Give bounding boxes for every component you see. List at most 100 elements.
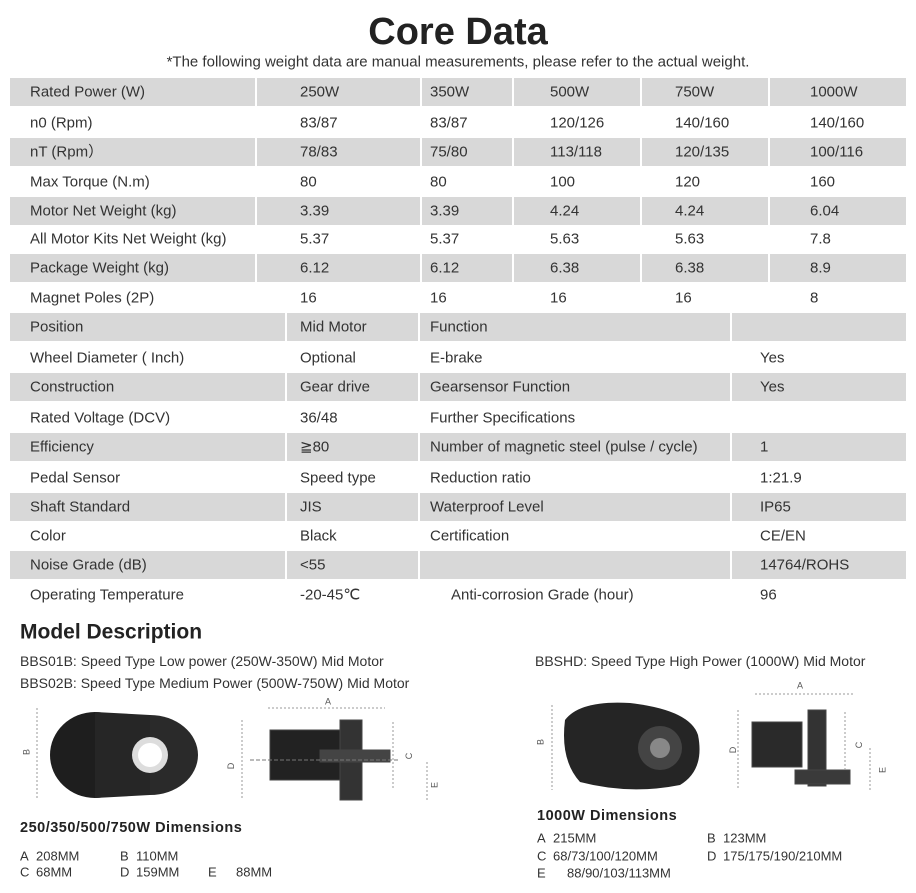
spec-label: Anti-corrosion Grade (hour): [451, 586, 634, 604]
row-shade: [10, 138, 255, 166]
cell-value: 7.8: [810, 230, 831, 248]
row-shade: [732, 373, 906, 401]
cell-value: 6.04: [810, 202, 840, 220]
row-shade: [420, 373, 730, 401]
cell-value: 120/135: [675, 143, 730, 161]
cell-value: 140/160: [675, 114, 730, 132]
row-shade: [10, 373, 285, 401]
drawing-label: C: [853, 741, 864, 749]
row-shade: [10, 433, 285, 461]
row-label: All Motor Kits Net Weight (kg): [30, 230, 227, 248]
spec-label: Wheel Diameter ( Inch): [30, 349, 185, 367]
dimension-letter: B: [120, 848, 129, 864]
section-heading: Model Description: [20, 620, 203, 644]
model-line: BBS01B: Speed Type Low power (250W-350W)…: [20, 653, 384, 669]
dimension-value: 68/73/100/120MM: [553, 848, 658, 864]
drawing-label: A: [797, 680, 804, 691]
dimension-value: 123MM: [723, 830, 767, 846]
cell-value: 16: [675, 289, 692, 307]
row-shade: [422, 138, 512, 166]
cell-value: 350W: [430, 83, 470, 101]
dimension-value: 88MM: [236, 864, 273, 880]
spec-value: Yes: [760, 349, 785, 367]
cell-value: 6.12: [430, 259, 460, 277]
row-shade: [420, 551, 730, 579]
spec-value: 36/48: [300, 409, 338, 427]
row-shade: [514, 138, 640, 166]
cell-value: 120: [675, 173, 701, 191]
cell-value: 3.39: [300, 202, 330, 220]
cell-value: 500W: [550, 83, 590, 101]
spec-label: Rated Voltage (DCV): [30, 409, 171, 427]
dimension-letter: A: [537, 830, 546, 846]
spec-value: ≧80: [300, 438, 330, 456]
cell-value: 100: [550, 173, 576, 191]
row-shade: [642, 197, 768, 225]
cell-value: 8.9: [810, 259, 831, 277]
row-label: Magnet Poles (2P): [30, 289, 155, 307]
cell-value: 80: [430, 173, 447, 191]
dimension-letter: D: [120, 864, 130, 880]
drawing-label: A: [325, 696, 332, 707]
drawing-label: E: [877, 766, 888, 774]
spec-label: Efficiency: [30, 438, 94, 456]
spec-label: Shaft Standard: [30, 498, 131, 516]
row-label: n0 (Rpm): [30, 114, 93, 132]
dimension-letter: A: [20, 848, 29, 864]
dimension-letter: C: [537, 848, 547, 864]
row-label: Rated Power (W): [30, 83, 146, 101]
row-shade: [257, 78, 420, 106]
row-shade: [642, 254, 768, 282]
drawing-label: E: [429, 781, 440, 789]
spec-value: 96: [760, 586, 777, 604]
spec-label: Certification: [430, 527, 510, 545]
cell-value: 250W: [300, 83, 340, 101]
row-shade: [10, 493, 285, 521]
spec-label: Number of magnetic steel (pulse / cycle): [430, 438, 698, 456]
row-shade: [770, 254, 906, 282]
spec-value: 14764/ROHS: [760, 556, 850, 574]
spec-value: 1:21.9: [760, 469, 802, 487]
cell-value: 4.24: [675, 202, 705, 220]
cell-value: 78/83: [300, 143, 338, 161]
row-shade: [514, 254, 640, 282]
cell-value: 4.24: [550, 202, 580, 220]
motor-schematic-hd: [737, 693, 871, 790]
row-shade: [514, 197, 640, 225]
row-shade: [422, 78, 512, 106]
dimension-letter: E: [537, 865, 546, 881]
spec-label: Operating Temperature: [30, 586, 184, 604]
spec-value: CE/EN: [760, 527, 806, 545]
row-shade: [732, 551, 906, 579]
spec-value: JIS: [300, 498, 322, 516]
drawing-label: B: [535, 738, 546, 746]
cell-value: 8: [810, 289, 819, 307]
row-shade: [422, 197, 512, 225]
spec-value: IP65: [760, 498, 791, 516]
model-line: BBSHD: Speed Type High Power (1000W) Mid…: [535, 653, 866, 669]
row-shade: [732, 313, 906, 341]
cell-value: 160: [810, 173, 836, 191]
row-shade: [10, 197, 255, 225]
cell-value: 5.37: [300, 230, 330, 248]
drawing-label: D: [225, 762, 236, 770]
row-shade: [770, 78, 906, 106]
spec-value: Gear drive: [300, 378, 371, 396]
spec-label: Reduction ratio: [430, 469, 531, 487]
motor-illustration: [36, 708, 198, 800]
row-label: Motor Net Weight (kg): [30, 202, 177, 220]
motor-schematic: [241, 707, 428, 801]
row-shade: [287, 551, 418, 579]
spec-value: Mid Motor: [300, 318, 367, 336]
spec-label: Further Specifications: [430, 409, 576, 427]
spec-label: Position: [30, 318, 84, 336]
cell-value: 5.63: [550, 230, 580, 248]
cell-value: 5.37: [430, 230, 460, 248]
row-shade: [10, 254, 255, 282]
dimension-letter: D: [707, 848, 717, 864]
drawing-label: C: [403, 752, 414, 760]
spec-label: Pedal Sensor: [30, 469, 121, 487]
row-shade: [514, 78, 640, 106]
cell-value: 83/87: [430, 114, 468, 132]
cell-value: 113/118: [550, 143, 602, 161]
